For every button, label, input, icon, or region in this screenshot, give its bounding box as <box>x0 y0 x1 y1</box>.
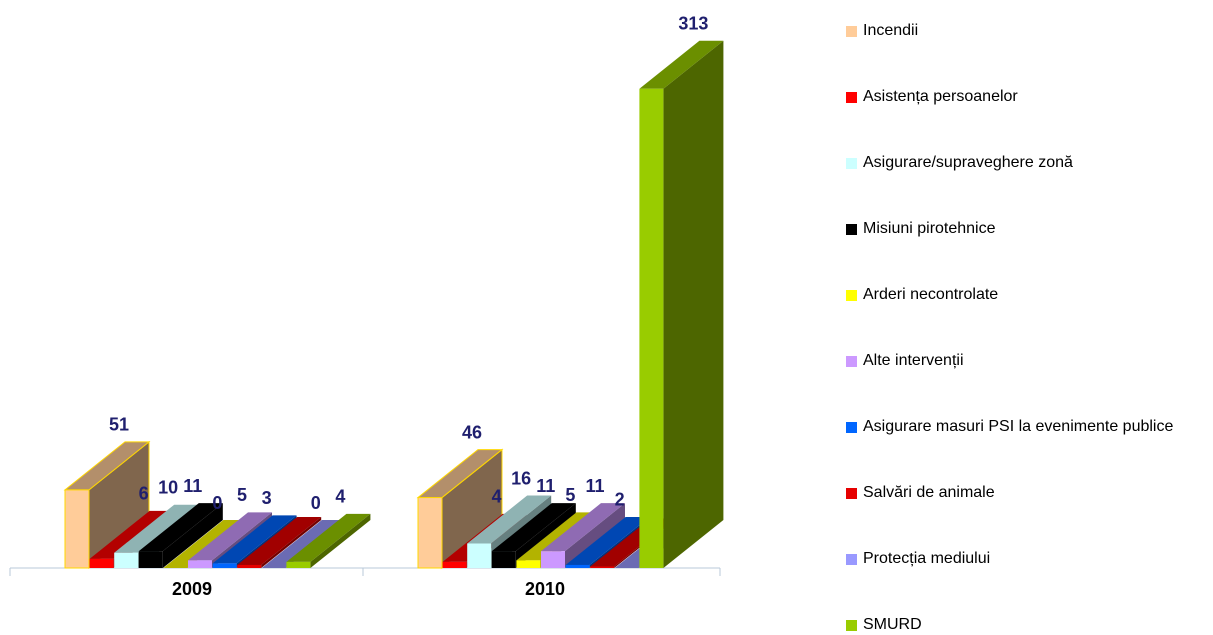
legend-swatch <box>846 224 857 235</box>
bar <box>442 561 467 568</box>
legend-swatch <box>846 158 857 169</box>
data-label: 11 <box>585 476 604 496</box>
data-label: 3 <box>262 488 272 508</box>
legend-label: Incendii <box>863 22 919 39</box>
bar <box>417 497 443 569</box>
legend-swatch <box>846 620 857 631</box>
bar-top <box>237 516 322 565</box>
legend-label: Asigurare/supraveghere zonă <box>863 154 1073 171</box>
data-label: 313 <box>678 13 708 33</box>
bar <box>590 566 615 568</box>
bar <box>286 561 311 568</box>
bar-side <box>565 503 625 568</box>
data-label: 46 <box>462 422 482 442</box>
bar <box>237 564 262 568</box>
bar <box>491 551 516 568</box>
data-label: 10 <box>158 477 178 497</box>
legend-swatch <box>846 26 857 37</box>
legend-item: Misiuni pirotehnice <box>846 220 1211 238</box>
bar <box>89 558 114 568</box>
legend-label: Protecția mediului <box>863 550 991 567</box>
bar-top <box>188 512 272 561</box>
legend-label: Alte intervenții <box>863 352 964 369</box>
legend-swatch <box>846 290 857 301</box>
bar-side <box>261 516 322 568</box>
legend-swatch <box>846 488 857 499</box>
bar-top <box>541 503 625 552</box>
legend-swatch <box>846 422 857 433</box>
bar-side <box>663 40 724 568</box>
data-label: 4 <box>492 487 502 507</box>
legend-swatch <box>846 554 857 565</box>
data-label: 4 <box>335 487 345 507</box>
data-label: 5 <box>237 485 247 505</box>
legend-label: Asigurare masuri PSI la evenimente publi… <box>863 418 1174 435</box>
legend-item: Arderi necontrolate <box>846 286 1211 304</box>
data-label: 6 <box>139 484 149 504</box>
bar <box>188 560 212 568</box>
data-label: 2 <box>615 490 625 510</box>
data-label: 11 <box>536 476 555 496</box>
bar <box>639 88 664 568</box>
legend-item: Incendii <box>846 22 1211 40</box>
bar-top <box>286 513 371 562</box>
bar-side <box>162 503 223 568</box>
bar-top <box>565 516 650 565</box>
bar <box>114 552 139 568</box>
bar-top <box>639 40 724 89</box>
legend-label: Arderi necontrolate <box>863 286 999 303</box>
x-tick-label: 2010 <box>525 579 565 599</box>
bar <box>138 551 163 568</box>
legend-label: SMURD <box>863 616 922 633</box>
data-label: 51 <box>109 415 129 435</box>
legend-item: Protecția mediului <box>846 550 1211 568</box>
plot: 200951610110530420104641611511210313 <box>9 13 724 599</box>
bar <box>516 560 541 568</box>
bar <box>541 551 565 568</box>
legend-label: Asistența persoanelor <box>863 88 1018 105</box>
bar <box>467 543 492 568</box>
legend-item: SMURD <box>846 616 1211 634</box>
bar <box>64 489 90 569</box>
data-label: 16 <box>511 468 531 488</box>
bar-top <box>491 503 576 552</box>
data-label: 0 <box>311 493 321 513</box>
bar-top <box>212 515 297 564</box>
legend-swatch <box>846 92 857 103</box>
legend-label: Misiuni pirotehnice <box>863 220 996 237</box>
x-tick-label: 2009 <box>172 579 212 599</box>
legend-swatch <box>846 356 857 367</box>
legend-label: Salvări de animale <box>863 484 995 501</box>
legend-item: Asistența persoanelor <box>846 88 1211 106</box>
legend-item: Alte intervenții <box>846 352 1211 370</box>
legend-item: Asigurare masuri PSI la evenimente publi… <box>846 418 1211 436</box>
data-label: 5 <box>565 485 575 505</box>
legend-item: Salvări de animale <box>846 484 1211 502</box>
bar-side <box>310 513 371 568</box>
legend-item: Asigurare/supraveghere zonă <box>846 154 1211 172</box>
bar-top <box>138 503 223 552</box>
bar-top <box>467 495 552 544</box>
data-label: 0 <box>212 493 222 513</box>
bar <box>565 564 590 568</box>
bar-top <box>114 504 199 553</box>
data-label: 11 <box>183 476 202 496</box>
bar <box>212 563 237 568</box>
